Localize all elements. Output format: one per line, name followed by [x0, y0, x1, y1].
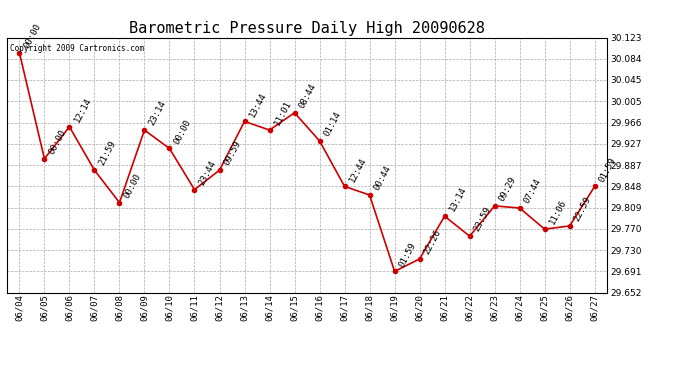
Text: 12:14: 12:14	[72, 96, 92, 124]
Text: 07:44: 07:44	[522, 177, 543, 205]
Text: 09:59: 09:59	[222, 140, 243, 167]
Text: 00:44: 00:44	[373, 164, 393, 192]
Text: 09:29: 09:29	[497, 175, 518, 203]
Text: 11:06: 11:06	[547, 198, 568, 226]
Text: 22:59: 22:59	[573, 195, 593, 223]
Text: 01:14: 01:14	[322, 110, 343, 138]
Text: 00:00: 00:00	[47, 128, 68, 156]
Text: 11:01: 11:01	[273, 99, 293, 127]
Text: 01:59: 01:59	[598, 156, 618, 184]
Text: 21:59: 21:59	[97, 140, 118, 167]
Text: 13:14: 13:14	[447, 185, 468, 213]
Text: 23:44: 23:44	[197, 159, 218, 187]
Text: 08:44: 08:44	[297, 82, 318, 110]
Text: 23:14: 23:14	[147, 99, 168, 127]
Text: 22:26: 22:26	[422, 228, 443, 256]
Text: Copyright 2009 Cartronics.com: Copyright 2009 Cartronics.com	[10, 44, 144, 53]
Text: 00:00: 00:00	[172, 118, 193, 146]
Text: 00:00: 00:00	[22, 22, 43, 50]
Text: 12:44: 12:44	[347, 156, 368, 184]
Text: 23:59: 23:59	[473, 206, 493, 233]
Text: 13:44: 13:44	[247, 91, 268, 118]
Title: Barometric Pressure Daily High 20090628: Barometric Pressure Daily High 20090628	[129, 21, 485, 36]
Text: 00:00: 00:00	[122, 172, 143, 200]
Text: 01:59: 01:59	[397, 241, 418, 268]
